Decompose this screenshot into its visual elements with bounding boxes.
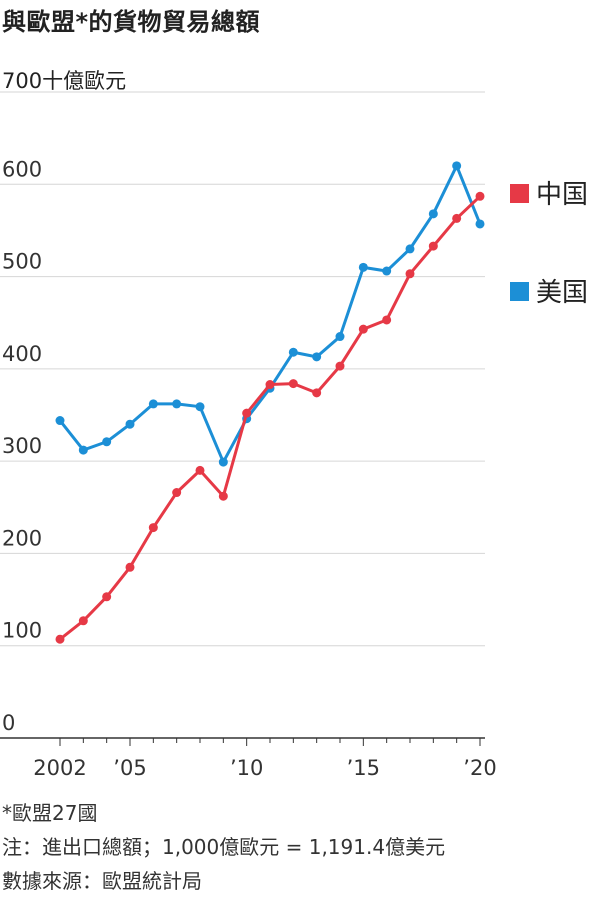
data-point <box>382 266 392 276</box>
data-point <box>382 315 392 325</box>
x-tick-label: ’15 <box>347 756 380 780</box>
y-tick-label: 200 <box>2 526 42 550</box>
footnote-definition: 注：進出口總額；1,000億歐元 = 1,191.4億美元 <box>2 835 446 859</box>
data-point <box>312 352 322 362</box>
data-point <box>125 419 135 429</box>
legend-swatch <box>510 184 529 203</box>
data-point <box>475 219 485 229</box>
data-point <box>195 402 205 412</box>
y-tick-label: 300 <box>2 434 42 458</box>
legend-label: 中国 <box>536 180 588 210</box>
series-lines <box>55 161 485 644</box>
y-tick-label: 100 <box>2 619 42 643</box>
chart-notes: *歐盟27國 注：進出口總額；1,000億歐元 = 1,191.4億美元 數據來… <box>2 796 445 898</box>
y-tick-label: 0 <box>2 711 15 735</box>
y-axis-unit-label: 700十億歐元 <box>2 69 126 93</box>
data-point <box>172 399 182 409</box>
data-point <box>78 616 88 626</box>
legend-label: 美国 <box>536 278 588 308</box>
footnote-eu27: *歐盟27國 <box>2 801 98 825</box>
data-point <box>288 347 298 357</box>
x-tick-label: ’10 <box>230 756 263 780</box>
data-point <box>55 634 65 644</box>
data-point <box>428 209 438 219</box>
data-point <box>335 332 345 342</box>
y-tick-label: 400 <box>2 342 42 366</box>
data-point <box>125 562 135 572</box>
data-point <box>405 269 415 279</box>
data-point <box>335 361 345 371</box>
y-tick-label: 500 <box>2 250 42 274</box>
legend-swatch <box>510 282 529 301</box>
data-point <box>358 324 368 334</box>
data-point <box>102 592 112 602</box>
data-point <box>55 416 65 426</box>
data-point <box>358 262 368 272</box>
data-point <box>102 437 112 447</box>
data-point <box>312 388 322 398</box>
data-point <box>475 191 485 201</box>
data-point <box>148 399 158 409</box>
data-point <box>195 465 205 475</box>
data-point <box>452 161 462 171</box>
x-axis: 2002 ’05 ’10 ’15 ’20 <box>0 737 497 780</box>
x-tick-label: ’20 <box>463 756 496 780</box>
data-point <box>148 523 158 533</box>
data-point <box>78 445 88 455</box>
grid-lines <box>0 91 485 647</box>
series-line <box>58 164 482 464</box>
data-point <box>428 241 438 251</box>
series-中国 <box>55 191 485 644</box>
x-tick-label: ’05 <box>113 756 146 780</box>
data-point <box>172 488 182 498</box>
series-美国 <box>55 161 485 467</box>
y-tick-label: 600 <box>2 157 42 181</box>
data-point <box>452 213 462 223</box>
data-point <box>218 491 228 501</box>
line-chart: 700十億歐元 0 100 200 300 400 500 600 2002 ’05 ’10 ’1… <box>0 69 588 780</box>
data-point <box>242 408 252 418</box>
y-axis-ticks: 0 100 200 300 400 500 600 <box>2 157 42 735</box>
data-point <box>265 380 275 390</box>
data-point <box>288 379 298 389</box>
data-point <box>218 457 228 467</box>
series-line <box>59 195 482 641</box>
data-point <box>405 244 415 254</box>
x-tick-label: 2002 <box>33 756 86 780</box>
chart-title: 與歐盟*的貨物貿易總額 <box>2 8 261 36</box>
footnote-source: 數據來源：歐盟統計局 <box>2 869 202 893</box>
